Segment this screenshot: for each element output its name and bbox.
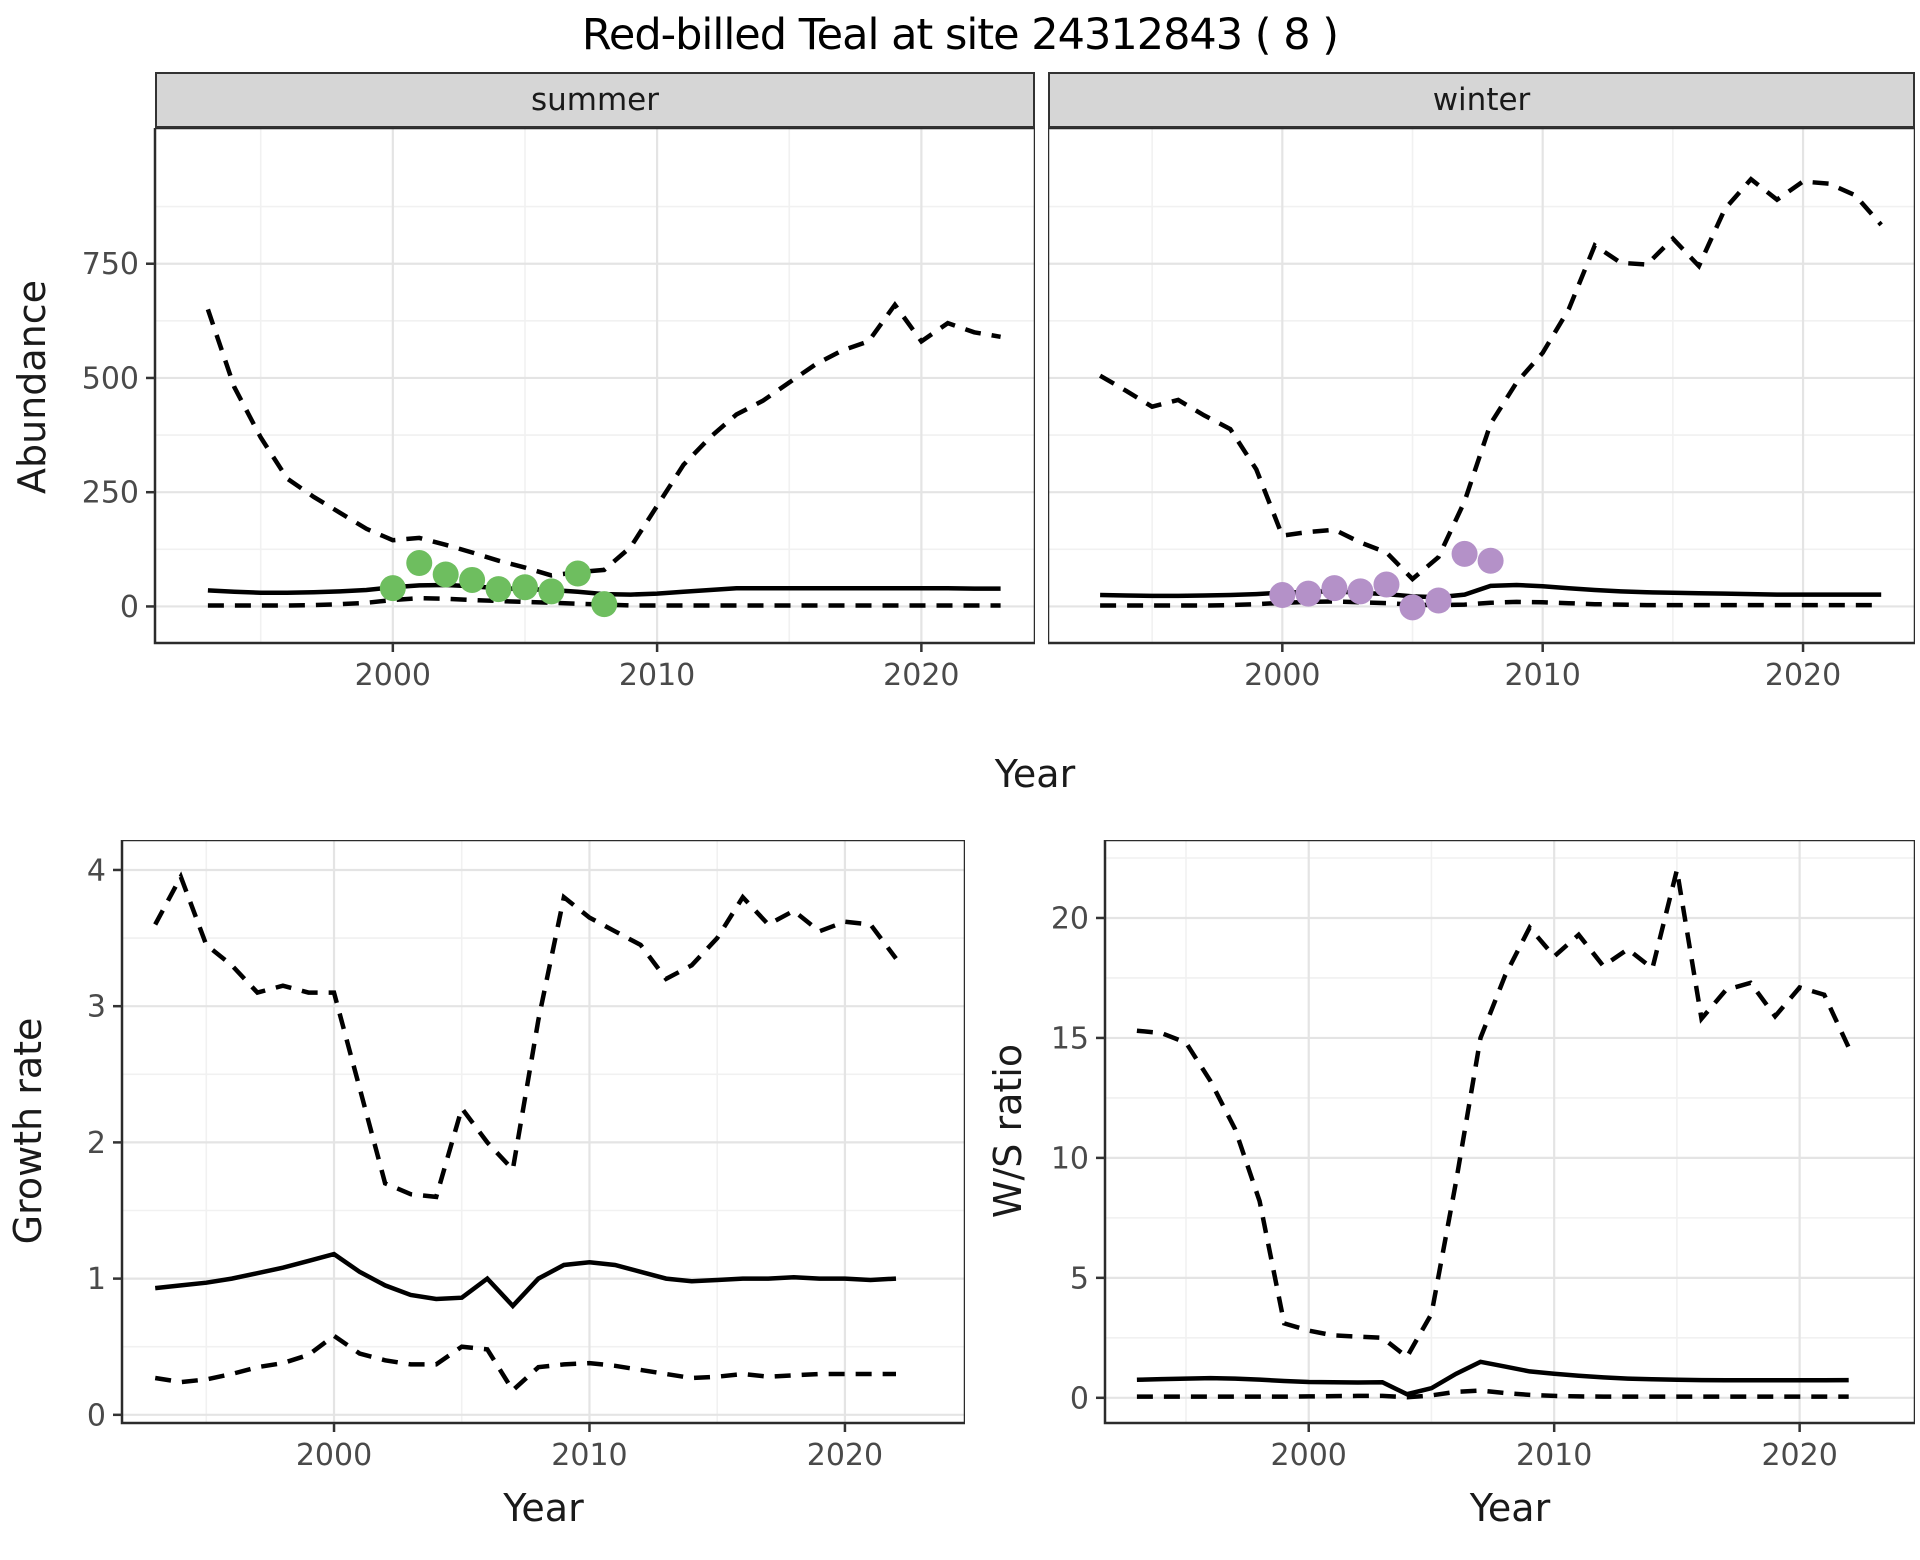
series-median xyxy=(1100,582,1882,600)
facet-strip-summer: summer xyxy=(155,72,1035,128)
x-tick-label: 2000 xyxy=(1244,658,1320,693)
facet-strip-winter-label: winter xyxy=(1432,82,1531,118)
panel-border xyxy=(1103,840,1915,1425)
observed-point xyxy=(511,574,538,601)
grid xyxy=(1105,840,1915,1423)
y-tick-label: 0 xyxy=(87,1398,106,1433)
observed-point xyxy=(1399,594,1426,621)
observed-points xyxy=(379,550,618,618)
growth-rate-panel: 2000 2010 2020 0 1 2 3 4 xyxy=(87,840,965,1473)
y-tick-label: 20 xyxy=(1051,901,1089,936)
observed-point xyxy=(1347,578,1374,605)
axis-ticks: 2000 2010 2020 0 1 2 3 4 xyxy=(87,853,883,1473)
y-tick-label: 5 xyxy=(1070,1261,1089,1296)
x-tick-label: 2020 xyxy=(883,658,959,693)
observed-point xyxy=(1451,540,1478,567)
x-tick-label: 2000 xyxy=(296,1438,372,1473)
panel-background xyxy=(155,128,1035,643)
y-tick-label: 0 xyxy=(120,590,139,625)
series-median xyxy=(1136,1359,1849,1397)
y-tick-label: 4 xyxy=(87,853,106,888)
x-tick-label: 2010 xyxy=(619,658,695,693)
observed-point xyxy=(406,550,433,577)
series-upper_95 xyxy=(1136,869,1851,1361)
x-tick-label: 2010 xyxy=(1516,1438,1592,1473)
series-median xyxy=(154,1251,897,1310)
observed-point xyxy=(1425,587,1452,614)
panel-background xyxy=(122,840,965,1423)
panel-background xyxy=(1105,840,1915,1423)
observed-point xyxy=(459,566,486,593)
axis-ticks: 2000 2010 2020 0 5 10 15 20 xyxy=(1051,901,1838,1473)
observed-point xyxy=(432,561,459,588)
observed-point xyxy=(1477,547,1504,574)
series-upper_95 xyxy=(205,300,1001,578)
series-lower_95 xyxy=(1136,1388,1849,1400)
facet-strip-summer-label: summer xyxy=(530,82,659,118)
x-tick-label: 2010 xyxy=(551,1438,627,1473)
observed-points xyxy=(1269,540,1504,621)
series-lower_95 xyxy=(207,595,1001,608)
y-tick-label: 750 xyxy=(82,247,139,282)
x-tick-label: 2020 xyxy=(1761,1438,1837,1473)
ws-ratio-panel: 2000 2010 2020 0 5 10 15 20 xyxy=(1051,840,1915,1473)
x-tick-label: 2010 xyxy=(1505,658,1581,693)
observed-point xyxy=(379,575,406,602)
x-tick-label: 2020 xyxy=(1765,658,1841,693)
grid xyxy=(1048,128,1915,643)
x-tick-label: 2000 xyxy=(355,658,431,693)
observed-point xyxy=(538,578,565,605)
series-lower_95 xyxy=(1100,599,1882,608)
x-axis-title-growth-rate: Year xyxy=(503,1486,584,1530)
y-tick-label: 1 xyxy=(87,1262,106,1297)
y-axis-title-growth-rate: Growth rate xyxy=(6,1017,50,1245)
series-lower_95 xyxy=(154,1333,896,1394)
panel-border xyxy=(120,840,965,1425)
observed-point xyxy=(1373,571,1400,598)
series-group xyxy=(1098,176,1883,608)
y-tick-label: 3 xyxy=(87,990,106,1025)
y-tick-label: 250 xyxy=(82,476,139,511)
x-tick-label: 2020 xyxy=(807,1438,883,1473)
observed-point xyxy=(591,591,618,618)
axis-ticks: 2000 2010 2020 0 250 500 750 xyxy=(82,247,960,693)
x-axis-title-ws-ratio: Year xyxy=(1469,1486,1551,1530)
y-tick-label: 10 xyxy=(1051,1141,1089,1176)
observed-point xyxy=(485,576,512,603)
y-tick-label: 15 xyxy=(1051,1021,1089,1056)
observed-point xyxy=(1269,582,1296,609)
series-group xyxy=(1136,869,1851,1400)
y-tick-label: 0 xyxy=(1070,1381,1089,1416)
panel-border xyxy=(1048,128,1915,645)
x-tick-label: 2000 xyxy=(1271,1438,1347,1473)
plot-title: Red-billed Teal at site 24312843 ( 8 ) xyxy=(581,10,1339,60)
y-axis-title-ws-ratio: W/S ratio xyxy=(986,1043,1030,1219)
axis-ticks: 2000 2010 2020 xyxy=(1244,643,1841,693)
winter-abundance-panel: 2000 2010 2020 xyxy=(1048,128,1915,693)
x-axis-title-top: Year xyxy=(994,752,1076,796)
facet-strip-winter: winter xyxy=(1048,72,1915,128)
panel-border xyxy=(153,128,1035,645)
series-upper_95 xyxy=(1098,176,1883,583)
y-tick-label: 2 xyxy=(87,1126,106,1161)
summer-abundance-panel: 2000 2010 2020 0 250 500 750 xyxy=(82,128,1035,693)
series-group xyxy=(153,871,898,1394)
observed-point xyxy=(564,560,591,587)
y-tick-label: 500 xyxy=(82,361,139,396)
observed-point xyxy=(1295,580,1322,607)
series-upper_95 xyxy=(153,871,898,1200)
observed-point xyxy=(1321,575,1348,602)
